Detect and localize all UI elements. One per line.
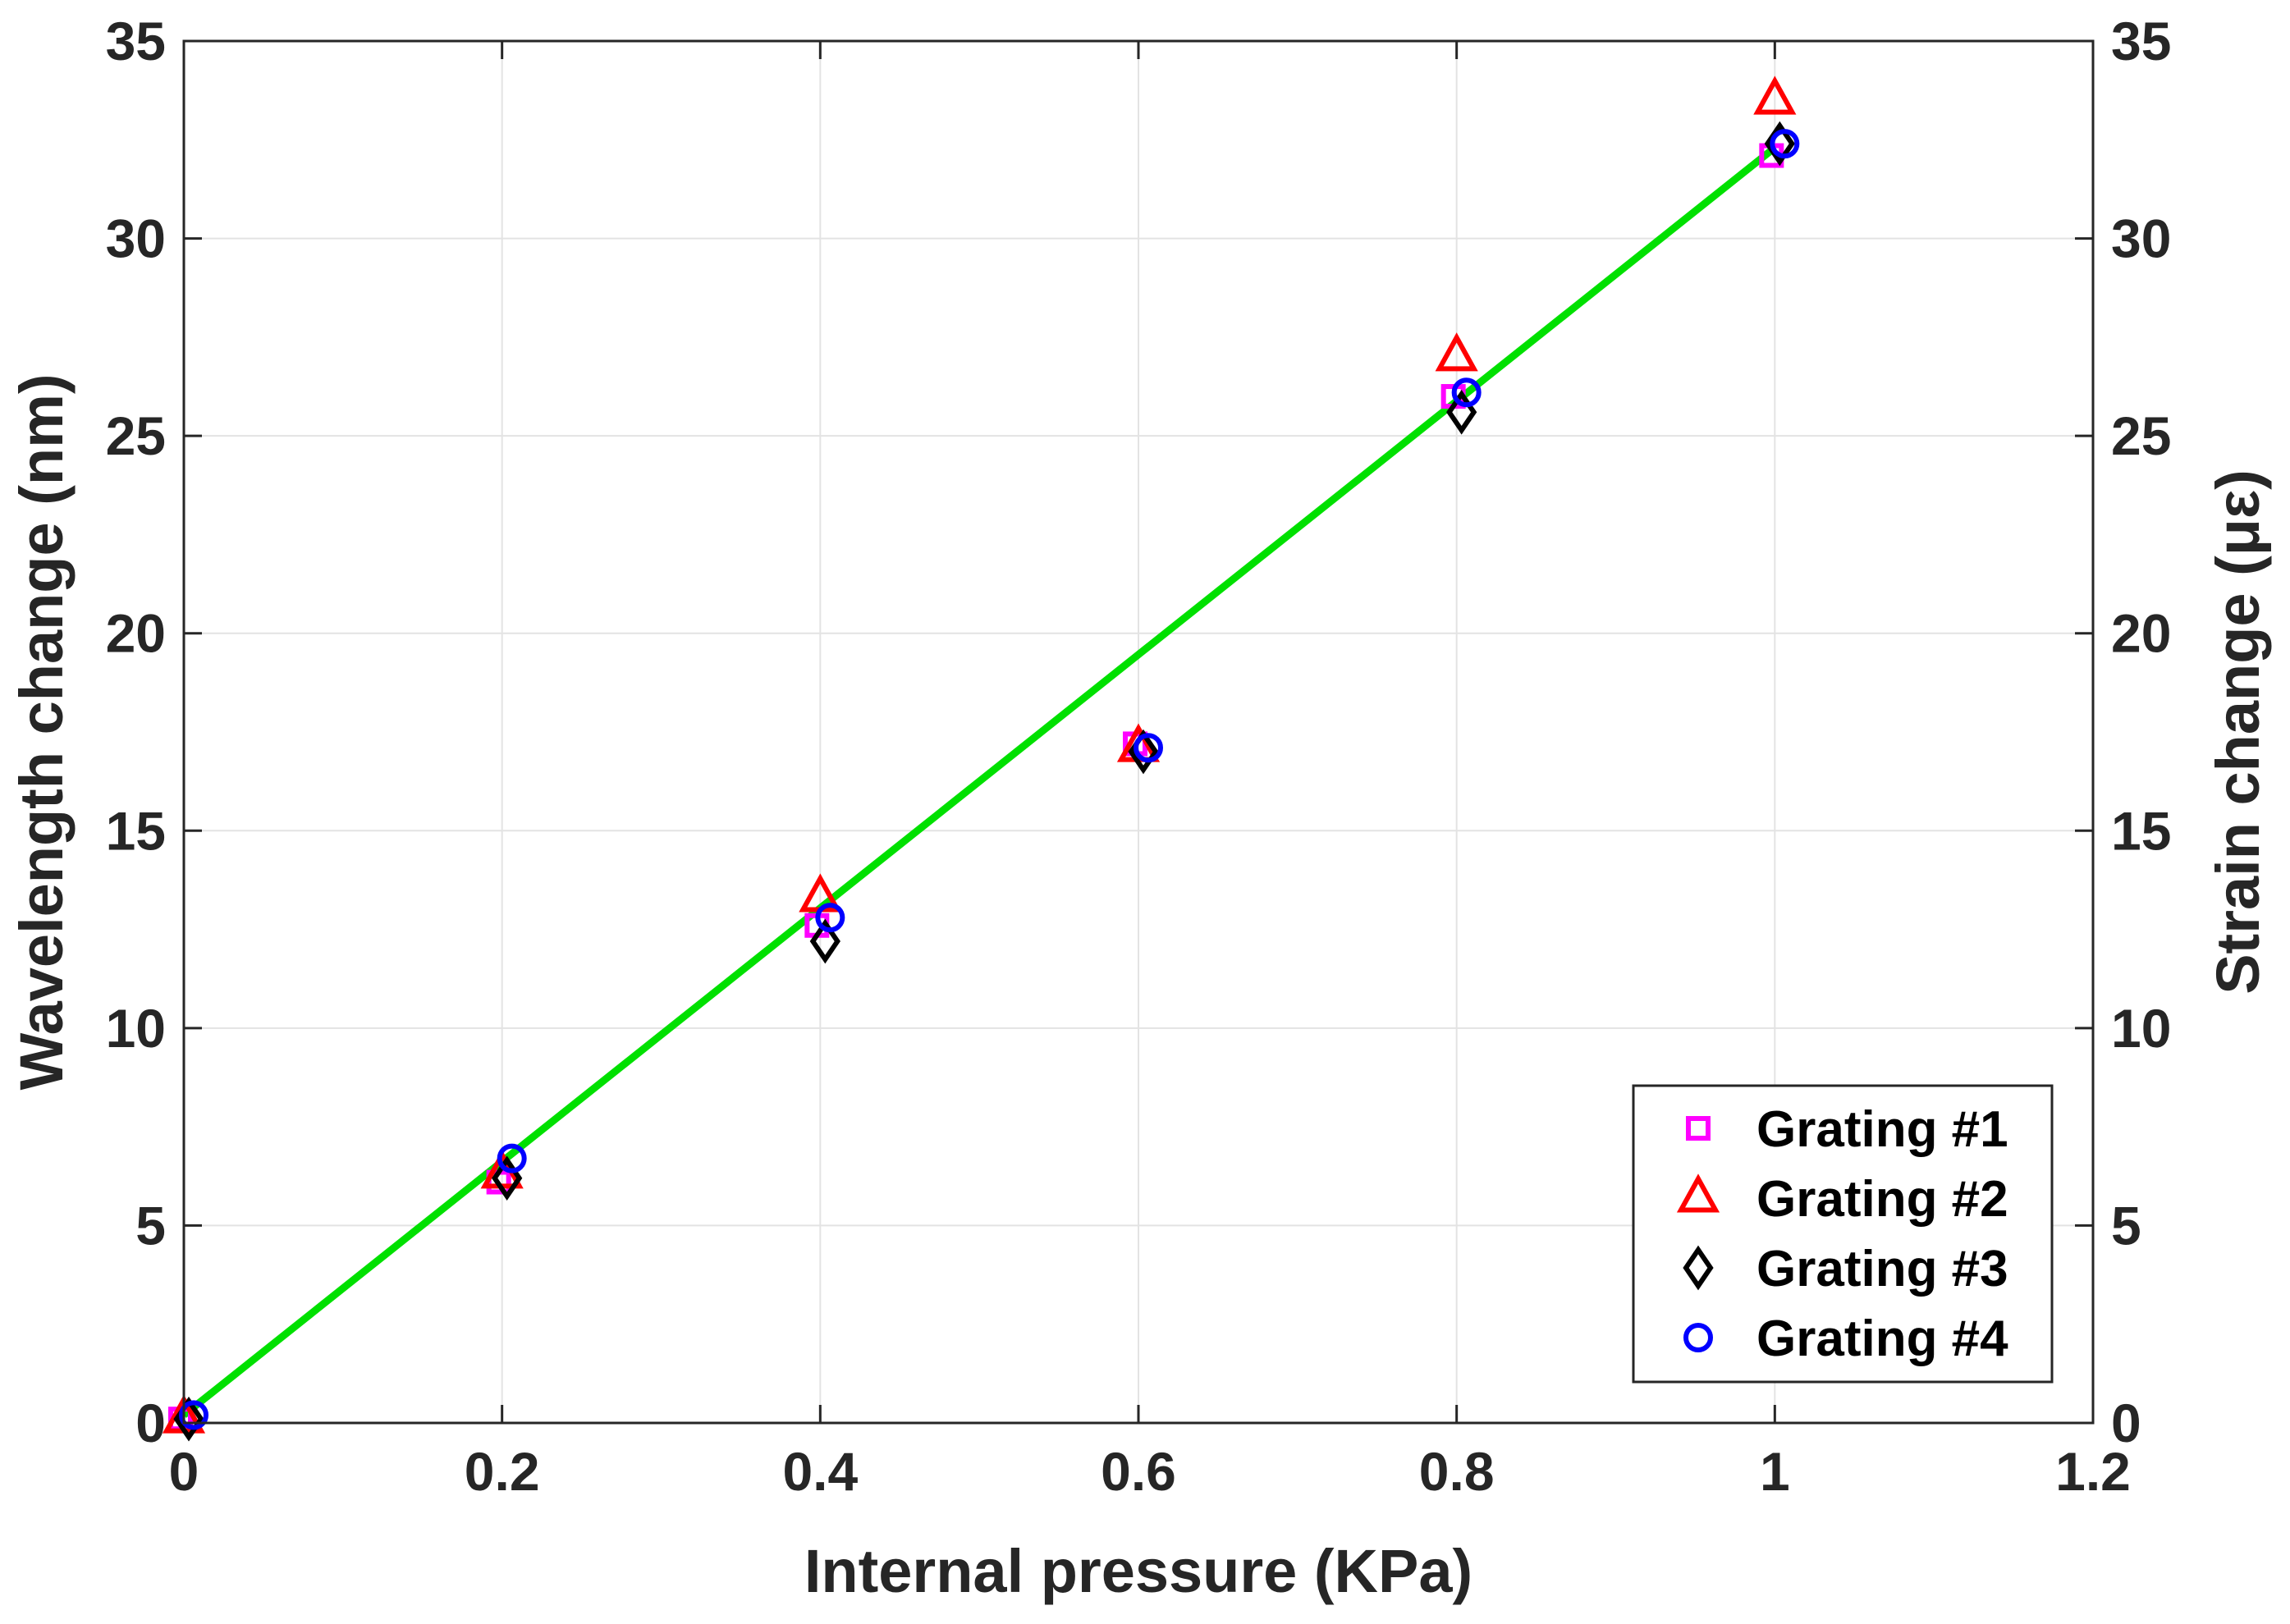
y-tick-label-right: 5 xyxy=(2111,1195,2141,1256)
x-tick-label: 0 xyxy=(169,1441,199,1502)
y-tick-label-left: 5 xyxy=(135,1195,166,1256)
y-tick-label-right: 25 xyxy=(2111,405,2171,466)
data-point-triangle xyxy=(1435,332,1478,372)
data-markers xyxy=(162,75,1800,1442)
y-tick-label-right: 30 xyxy=(2111,208,2171,269)
grid xyxy=(184,41,2093,1423)
y-tick-label-left: 20 xyxy=(106,603,166,664)
data-point-circle xyxy=(815,903,845,933)
y-axis-title-right: Strain change (με) xyxy=(2204,469,2272,995)
y-tick-label-left: 25 xyxy=(106,405,166,466)
y-tick-label-right: 10 xyxy=(2111,998,2171,1059)
legend-label: Grating #1 xyxy=(1756,1101,2008,1158)
data-point-circle xyxy=(179,1400,208,1430)
data-point-circle xyxy=(1770,129,1800,159)
x-tick-label: 1.2 xyxy=(2055,1441,2131,1502)
data-point-circle xyxy=(1451,377,1482,408)
x-tick-label: 0.6 xyxy=(1101,1441,1176,1502)
legend-marker-diamond xyxy=(1683,1245,1714,1291)
legend-marker-square xyxy=(1686,1116,1711,1141)
legend-label: Grating #2 xyxy=(1756,1171,2008,1228)
y-tick-label-left: 30 xyxy=(106,208,166,269)
y-tick-label-right: 0 xyxy=(2111,1393,2141,1453)
legend-box xyxy=(1632,1084,2054,1384)
legend: Grating #1 Grating #2 Grating #3 Grating #4 xyxy=(1632,1084,2054,1384)
x-tick-label: 0.4 xyxy=(782,1441,858,1502)
data-point-triangle xyxy=(1753,75,1797,115)
data-point-circle xyxy=(497,1143,527,1173)
x-tick-label: 1 xyxy=(1760,1441,1790,1502)
y-tick-label-right: 20 xyxy=(2111,603,2171,664)
fit-line xyxy=(181,144,1778,1418)
y-tick-label-left: 10 xyxy=(106,998,166,1059)
x-axis-title: Internal pressure (KPa) xyxy=(804,1537,1472,1605)
x-tick-label: 0.2 xyxy=(465,1441,540,1502)
data-point-circle xyxy=(1134,733,1163,763)
x-tick-label: 0.8 xyxy=(1419,1441,1495,1502)
legend-marker-triangle xyxy=(1676,1173,1720,1213)
legend-label: Grating #4 xyxy=(1756,1311,2008,1367)
legend-marker-circle xyxy=(1683,1323,1713,1352)
fit-line-layer xyxy=(181,144,1778,1418)
data-point-diamond xyxy=(809,918,840,964)
y-tick-label-left: 35 xyxy=(106,11,166,71)
y-tick-label-left: 0 xyxy=(135,1393,166,1453)
y-tick-label-right: 15 xyxy=(2111,800,2171,861)
y-tick-label-right: 35 xyxy=(2111,11,2171,71)
y-tick-label-left: 15 xyxy=(106,800,166,861)
legend-label: Grating #3 xyxy=(1756,1241,2008,1297)
y-axis-title-left: Wavelength change (nm) xyxy=(7,373,76,1090)
